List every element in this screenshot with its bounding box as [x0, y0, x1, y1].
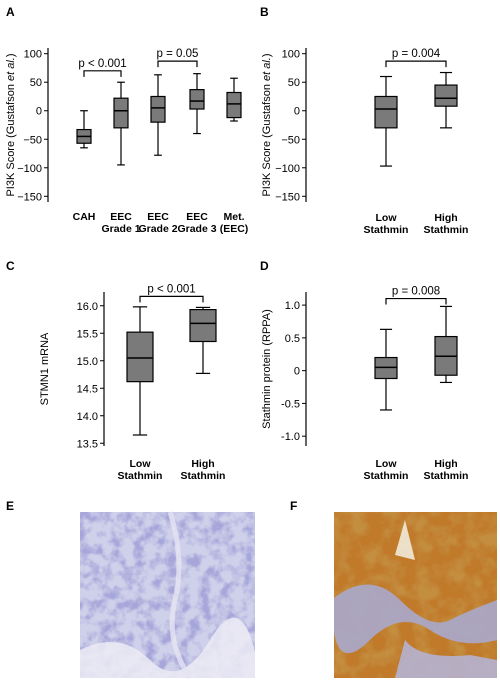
category-label-d: Stathmin	[424, 470, 469, 482]
y-axis-title-part-b: PI3K Score (Gustafson	[261, 81, 273, 197]
panel-label-c: C	[6, 259, 15, 273]
significance-bracket-d	[385, 297, 447, 305]
category-label-a: Met.	[224, 211, 245, 223]
category-label-c: Low	[130, 458, 152, 470]
y-tick-label-c: 14.0	[77, 411, 98, 423]
y-axis-title-d: Stathmin protein (RPPA)	[261, 309, 273, 429]
y-tick-label-a: 50	[30, 77, 42, 89]
category-label-a: CAH	[73, 211, 96, 223]
p-value-label-c: p < 0.001	[147, 283, 195, 295]
category-label-a: EEC	[147, 211, 169, 223]
y-tick-label-d: -1.0	[281, 431, 300, 443]
chart-panel-d: 1.0 0.5 0 -0.5 -1.0 Stathmin protein (RPPA) Lo…	[261, 286, 468, 482]
box-a-5	[226, 91, 242, 119]
y-tick-label-b: 50	[288, 77, 300, 89]
y-tick-label-d: 0	[294, 366, 300, 378]
y-axis-title-c: STMN1 mRNA	[39, 332, 51, 405]
p-value-label-d: p = 0.008	[392, 286, 440, 298]
category-label-b: Stathmin	[424, 224, 469, 236]
category-label-a: EEC	[110, 211, 132, 223]
y-axis-title-part-b: et al.	[261, 57, 273, 81]
panel-label-a: A	[6, 5, 15, 19]
category-label-a: Grade 2	[138, 223, 177, 235]
box-b-1	[374, 95, 398, 129]
panel-label-e: E	[6, 499, 14, 513]
y-tick-label-b: 0	[294, 106, 300, 118]
category-label-b: Low	[376, 212, 398, 224]
panel-label-d: D	[260, 259, 269, 273]
y-axis-title-b: PI3K Score (Gustafson et al.)	[261, 53, 273, 196]
category-label-d: Low	[376, 458, 398, 470]
y-tick-label-c: 15.0	[77, 356, 98, 368]
y-tick-label-c: 15.5	[77, 328, 98, 340]
category-label-b: Stathmin	[364, 224, 409, 236]
y-tick-label-a: 0	[36, 106, 42, 118]
y-axis-title-part-d: Stathmin protein (RPPA)	[261, 309, 273, 429]
category-label-a: EEC	[186, 211, 208, 223]
ihc-image-high-stathmin	[334, 512, 497, 678]
y-axis-title-part-b: )	[261, 53, 273, 57]
y-axis-title-a: PI3K Score (Gustafson et al.)	[5, 53, 17, 196]
category-label-d: Stathmin	[364, 470, 409, 482]
p-value-label-b: p = 0.004	[392, 48, 441, 60]
y-tick-label-d: 0.5	[285, 333, 300, 345]
y-tick-label-d: 1.0	[285, 300, 300, 312]
y-tick-label-b: −50	[281, 134, 300, 146]
box-a-3	[150, 95, 166, 123]
box-b-2	[434, 84, 458, 107]
category-label-a: Grade 3	[177, 223, 216, 235]
p-value-label-a: p = 0.05	[157, 48, 199, 60]
y-tick-label-a: −150	[17, 191, 42, 203]
category-label-c: Stathmin	[118, 470, 163, 482]
category-label-d: High	[434, 458, 457, 470]
panel-label-f: F	[290, 499, 297, 513]
significance-bracket-b	[385, 60, 447, 68]
y-tick-label-b: −100	[275, 163, 300, 175]
y-axis-title-part-c: STMN1 mRNA	[39, 332, 51, 405]
category-label-a: Grade 1	[101, 223, 140, 235]
box-c-2	[189, 309, 217, 343]
y-tick-label-a: −50	[23, 134, 42, 146]
significance-bracket-a	[157, 60, 198, 68]
y-axis-title-part-a: et al.	[5, 57, 17, 81]
significance-bracket-a	[83, 70, 122, 77]
y-tick-label-a: −100	[17, 163, 42, 175]
category-label-c: High	[191, 458, 214, 470]
box-a-2	[113, 97, 129, 129]
y-tick-label-b: −150	[275, 191, 300, 203]
y-tick-label-c: 16.0	[77, 301, 98, 313]
y-tick-label-c: 14.5	[77, 383, 98, 395]
y-tick-label-c: 13.5	[77, 438, 98, 450]
ihc-image-low-stathmin	[80, 511, 255, 680]
y-axis-title-part-a: PI3K Score (Gustafson	[5, 81, 17, 197]
y-tick-label-b: 100	[282, 49, 300, 61]
box-a-4	[189, 89, 205, 110]
p-value-label-a: p < 0.001	[78, 58, 126, 70]
category-label-a: (EEC)	[220, 223, 249, 235]
panel-label-b: B	[260, 5, 269, 19]
category-label-b: High	[434, 212, 457, 224]
y-tick-label-a: 100	[24, 49, 42, 61]
y-tick-label-d: -0.5	[281, 398, 300, 410]
category-label-c: Stathmin	[181, 470, 226, 482]
y-axis-title-part-a: )	[5, 53, 17, 57]
box-c-1	[126, 331, 154, 383]
significance-bracket-c	[139, 295, 204, 303]
